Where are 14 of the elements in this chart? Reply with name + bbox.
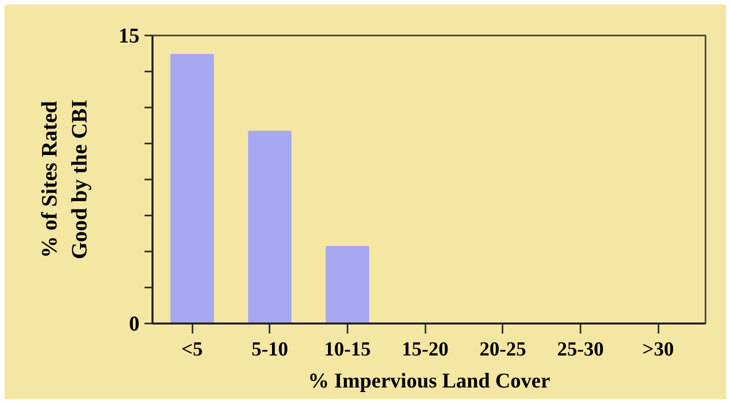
x-tick-label: 25-30 [557,338,604,360]
bar [326,246,370,324]
bar [170,54,214,324]
y-tick-label: 15 [118,24,140,48]
x-tick-label: 15-20 [402,338,448,360]
x-tick-label: 5-10 [251,338,288,360]
x-tick-label: 20-25 [479,338,526,360]
y-tick-label: 0 [129,312,140,336]
x-axis-title: % Impervious Land Cover [308,368,550,392]
bar [248,130,292,324]
x-tick-label: >30 [642,338,674,360]
y-axis-title: % of Sites Rated Good by the CBI [36,100,92,260]
x-tick-label: 10-15 [324,338,371,360]
x-tick-label: <5 [181,338,203,360]
